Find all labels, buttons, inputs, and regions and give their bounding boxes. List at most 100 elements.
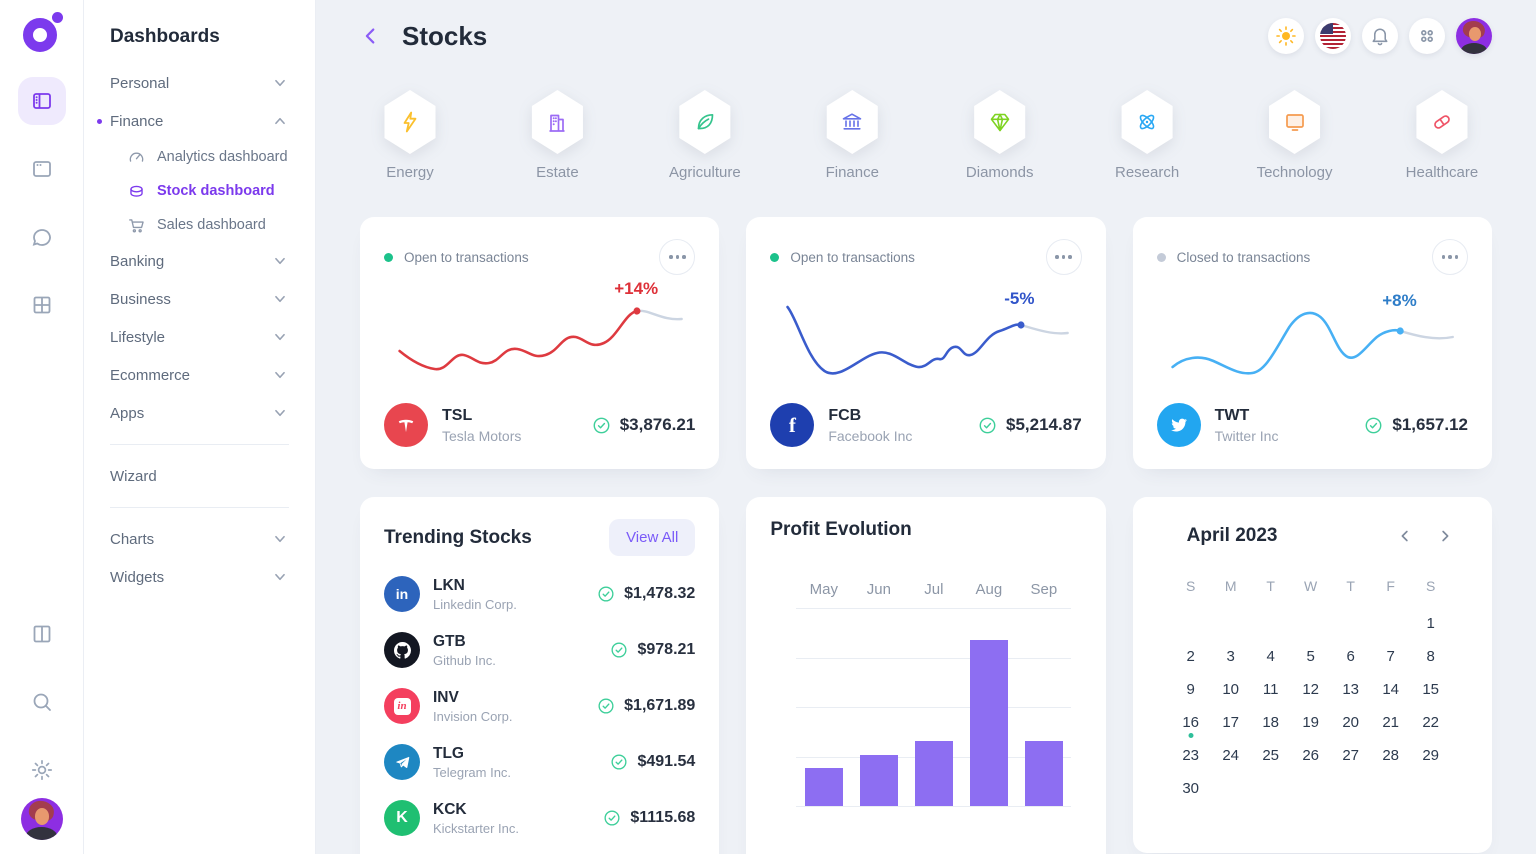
calendar-day-11[interactable]: 11 [1262, 681, 1279, 698]
calendar-day-20[interactable]: 20 [1342, 714, 1359, 731]
trending-row-inv[interactable]: in INV Invision Corp. $1,671.89 [384, 688, 695, 724]
settings-gear-icon[interactable] [30, 758, 54, 782]
check-circle-icon [610, 753, 628, 771]
bar-may[interactable] [804, 768, 843, 806]
bar-sep[interactable] [1024, 740, 1063, 806]
stock-company: Tesla Motors [442, 427, 522, 444]
category-label: Agriculture [668, 164, 741, 181]
sidebar-subitem-analytics-dashboard[interactable]: Analytics dashboard [110, 140, 289, 174]
sidebar-item-business[interactable]: Business [110, 280, 289, 318]
sidebar-item-apps[interactable]: Apps [110, 394, 289, 432]
sidebar-item-finance[interactable]: Finance [97, 102, 289, 140]
category-estate[interactable]: Estate [509, 90, 605, 181]
view-all-button[interactable]: View All [609, 519, 696, 556]
rail-item-columns[interactable] [30, 622, 54, 646]
trending-row-tlg[interactable]: TLG Telegram Inc. $491.54 [384, 744, 695, 780]
change-percent: +8% [1382, 291, 1417, 310]
category-label: Energy [386, 164, 434, 181]
card-menu-button[interactable] [1432, 239, 1468, 275]
calendar-day-24[interactable]: 24 [1222, 747, 1239, 764]
rail-user-avatar[interactable] [20, 798, 63, 840]
notifications-button[interactable] [1362, 18, 1398, 54]
card-menu-button[interactable] [1045, 239, 1082, 275]
category-label: Diamonds [965, 164, 1034, 181]
bar-aug[interactable] [969, 639, 1008, 806]
back-button[interactable] [360, 25, 382, 47]
stock-ticker: TLG [433, 744, 464, 762]
us-flag-icon [1320, 23, 1346, 49]
invision-logo-icon: in [384, 688, 420, 724]
calendar-day-23[interactable]: 23 [1182, 747, 1199, 764]
calendar-day-12[interactable]: 12 [1302, 681, 1319, 698]
sidebar-item-charts[interactable]: Charts [110, 520, 289, 558]
profile-button[interactable] [1456, 18, 1492, 54]
calendar-day-25[interactable]: 25 [1262, 747, 1279, 764]
calendar-day-15[interactable]: 15 [1422, 681, 1439, 698]
day-header: M [1224, 578, 1237, 594]
calendar-day-19[interactable]: 19 [1302, 714, 1319, 731]
apps-launcher-button[interactable] [1409, 18, 1445, 54]
calendar-day-empty [1371, 607, 1411, 640]
category-diamonds[interactable]: Diamonds [952, 90, 1048, 181]
calendar-day-30[interactable]: 30 [1182, 780, 1199, 797]
calendar-day-26[interactable]: 26 [1302, 747, 1319, 764]
sidebar-item-lifestyle[interactable]: Lifestyle [110, 318, 289, 356]
sidebar-item-widgets[interactable]: Widgets [110, 558, 289, 596]
calendar-day-1[interactable]: 1 [1426, 615, 1435, 632]
calendar-day-8[interactable]: 8 [1426, 648, 1435, 665]
stock-card-fcb: Open to transactions -5% f FCB Facebook … [746, 217, 1106, 469]
calendar-day-3[interactable]: 3 [1226, 648, 1235, 665]
category-research[interactable]: Research [1099, 90, 1195, 181]
rail-item-grid[interactable] [30, 293, 54, 317]
sidebar-subitem-sales-dashboard[interactable]: Sales dashboard [110, 208, 289, 242]
category-label: Finance [825, 164, 879, 181]
calendar-day-21[interactable]: 21 [1382, 714, 1399, 731]
calendar-day-7[interactable]: 7 [1386, 648, 1395, 665]
category-technology[interactable]: Technology [1247, 90, 1343, 181]
calendar-day-10[interactable]: 10 [1222, 681, 1239, 698]
category-healthcare[interactable]: Healthcare [1394, 90, 1490, 181]
calendar-day-14[interactable]: 14 [1382, 681, 1399, 698]
search-icon[interactable] [30, 690, 54, 714]
sidebar-item-banking[interactable]: Banking [110, 242, 289, 280]
language-button[interactable] [1315, 18, 1351, 54]
category-agriculture[interactable]: Agriculture [657, 90, 753, 181]
bar-jul[interactable] [914, 740, 953, 806]
x-tick-label: Sep [1030, 581, 1058, 598]
theme-toggle-button[interactable] [1268, 18, 1304, 54]
calendar-day-17[interactable]: 17 [1222, 714, 1239, 731]
calendar-day-18[interactable]: 18 [1262, 714, 1279, 731]
calendar-day-27[interactable]: 27 [1342, 747, 1359, 764]
trending-row-gtb[interactable]: GTB Github Inc. $978.21 [384, 632, 695, 668]
calendar-day-16[interactable]: 16 [1171, 706, 1211, 739]
calendar-day-29[interactable]: 29 [1422, 747, 1439, 764]
calendar-day-6[interactable]: 6 [1346, 648, 1355, 665]
rail-item-window[interactable] [30, 157, 54, 181]
rail-item-dashboard[interactable] [17, 77, 66, 125]
card-menu-button[interactable] [659, 239, 696, 275]
calendar-day-5[interactable]: 5 [1306, 648, 1315, 665]
sidebar-item-wizard[interactable]: Wizard [110, 467, 157, 485]
calendar-prev-button[interactable] [1396, 527, 1414, 545]
category-finance[interactable]: Finance [804, 90, 900, 181]
bar-jun[interactable] [859, 754, 898, 806]
divider [110, 444, 289, 445]
rail-item-chat[interactable] [30, 225, 54, 249]
trending-row-kck[interactable]: K KCK Kickstarter Inc. $1115.68 [384, 800, 695, 836]
calendar-next-button[interactable] [1436, 527, 1454, 545]
trending-row-lkn[interactable]: in LKN Linkedin Corp. $1,478.32 [384, 576, 695, 612]
sidebar-item-personal[interactable]: Personal [110, 64, 289, 102]
apps-grid-icon [1416, 25, 1438, 47]
category-energy[interactable]: Energy [362, 90, 458, 181]
calendar-day-22[interactable]: 22 [1422, 714, 1439, 731]
calendar-day-28[interactable]: 28 [1382, 747, 1399, 764]
diamond-icon [988, 110, 1012, 134]
chevron-up-icon [271, 112, 289, 130]
sidebar-item-ecommerce[interactable]: Ecommerce [110, 356, 289, 394]
sidebar-subitem-stock-dashboard[interactable]: Stock dashboard [110, 174, 289, 208]
calendar-day-4[interactable]: 4 [1266, 648, 1275, 665]
calendar-day-13[interactable]: 13 [1342, 681, 1359, 698]
brand-logo[interactable] [21, 12, 63, 54]
calendar-day-2[interactable]: 2 [1186, 648, 1195, 665]
calendar-day-9[interactable]: 9 [1186, 681, 1195, 698]
